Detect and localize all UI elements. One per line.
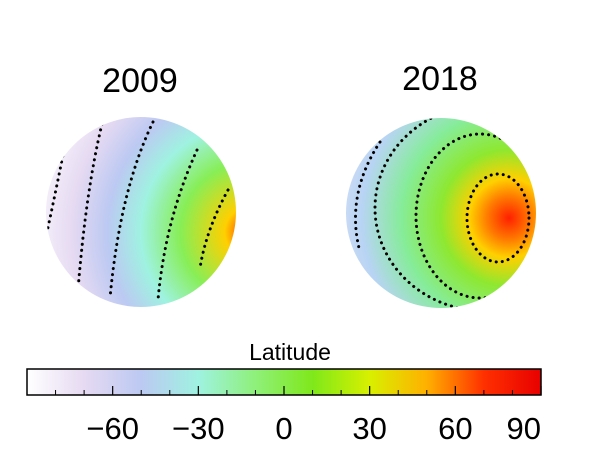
colorbar-tick-label: 30 — [352, 411, 386, 446]
colorbar-tick-label: −30 — [172, 411, 225, 446]
disk-2018-fill — [346, 118, 536, 308]
contour-2009-0 — [108, 120, 155, 300]
contour-2009-neg30 — [76, 122, 104, 292]
colorbar-minor-ticks — [55, 390, 513, 395]
colorbar-tick-label: 60 — [438, 411, 472, 446]
disk-2009-fill — [46, 117, 236, 307]
colorbar-tick-label: 90 — [507, 411, 541, 446]
panel-title-2018: 2018 — [402, 60, 478, 98]
colorbar-tick-label: 0 — [275, 411, 292, 446]
panel-title-2009: 2009 — [102, 62, 178, 100]
colorbar-major-ticks: −60 −30 0 30 60 90 — [86, 386, 542, 446]
contour-2009-60 — [198, 188, 230, 270]
contour-2009-30 — [156, 148, 199, 302]
disk-2018 — [346, 118, 536, 308]
contour-2018-0 — [373, 118, 536, 308]
colorbar-label: Latitude — [249, 339, 331, 365]
contour-2018-30 — [414, 132, 536, 300]
disk-2009 — [46, 117, 236, 307]
contour-2018-neg30 — [354, 140, 382, 254]
contour-2018-60 — [465, 172, 531, 264]
colorbar-tick-label: −60 — [86, 411, 139, 446]
